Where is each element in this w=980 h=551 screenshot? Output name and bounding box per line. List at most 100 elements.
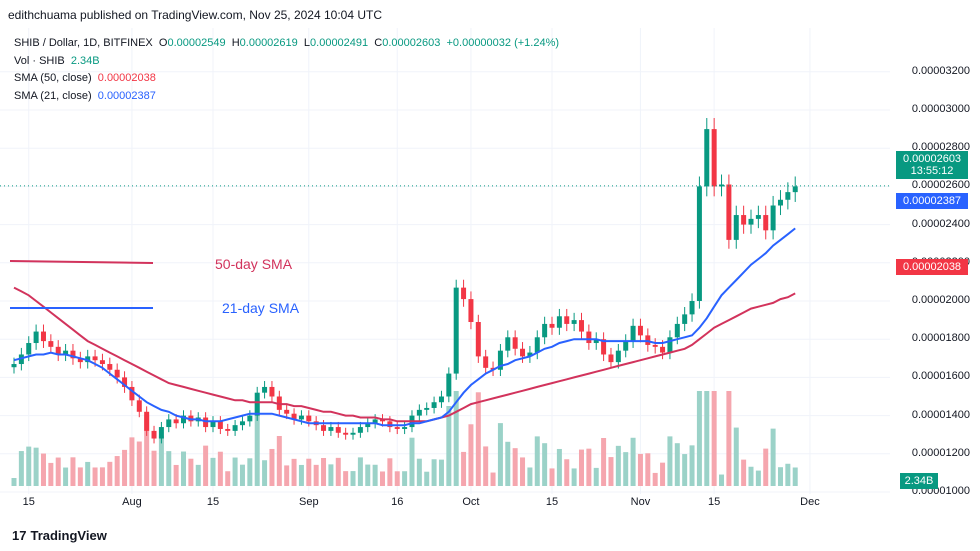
volume-bar [210,457,216,486]
volume-bar [225,471,231,486]
time-tick-label: 15 [206,496,220,508]
candle-body [763,215,769,231]
candle-body [350,432,356,435]
volume-bar [321,458,327,486]
low-value: 0.00002491 [310,37,369,49]
candle-body [652,344,658,347]
candle-body [416,409,422,416]
volume-bar [497,423,503,486]
candle-body [512,337,518,349]
volume-bar [276,436,282,486]
volume-bar [188,458,194,486]
candle-body [372,419,378,424]
volume-bar [468,424,474,486]
volume-bar [232,457,238,486]
candle-body [770,205,776,231]
candle-body [564,316,570,324]
candle-body [129,386,135,401]
sma21-price-tag: 0.00002387 [896,193,968,209]
volume-bar [645,453,651,486]
candle-body [151,430,157,439]
volume-bar [247,458,253,486]
volume-bar [380,471,385,486]
volume-bar [350,471,356,486]
candle-body [615,350,621,363]
volume-bar [269,448,275,486]
price-tick-label: 0.00003200 [911,64,970,77]
price-tick-label: 0.00002400 [911,217,970,230]
candle-body [483,356,489,368]
volume-bar [674,443,680,486]
candle-body [63,350,69,355]
open-label: O [158,37,168,49]
volume-bar [18,451,24,486]
legend-sma21-row[interactable]: SMA (21, close) 0.00002387 [14,88,559,106]
candle-body [733,215,739,240]
volume-bar [527,467,533,486]
candle-body [667,337,673,353]
volume-bar [99,467,105,486]
last-price-value: 0.00002603 [902,153,962,165]
volume-bar [586,448,592,486]
time-tick-label: Oct [462,496,480,508]
candle-body [394,427,400,429]
legend-sma50-row[interactable]: SMA (50, close) 0.00002038 [14,70,559,88]
candle-body [328,427,334,431]
volume-bar [453,391,459,486]
candle-body [225,428,231,431]
candle-body [122,377,128,387]
candle-body [637,325,643,336]
candle-body [453,287,459,374]
time-tick-label: Nov [630,496,651,508]
candle-body [114,369,120,378]
time-tick-label: Dec [800,496,820,508]
candle-body [217,421,223,429]
volume-bar [394,471,400,486]
candle-body [542,323,548,338]
volume-bar [55,457,61,486]
volume-bar [239,464,245,486]
volume-bar [365,464,371,486]
volume-bar [85,461,91,486]
candle-body [11,364,17,368]
volume-bar [63,467,69,486]
volume-bar [792,467,798,486]
change-value: +0.00000032 (+1.24%) [446,37,560,49]
price-tick-label: 0.00001600 [911,370,970,383]
volume-bar [505,441,511,486]
volume-bar [431,459,437,486]
candle-body [571,320,577,324]
candle-body [181,415,187,424]
volume-bar [114,456,120,486]
volume-bar [402,471,408,486]
open-value: 0.00002549 [167,37,226,49]
volume-bar [107,461,113,486]
volume-bar [328,464,334,486]
time-axis[interactable]: 15 Aug 15 Sep 16 Oct 15 Nov 15 Dec [0,496,890,512]
volume-bar [48,462,54,486]
candle-body [343,432,349,435]
tradingview-footer[interactable]: 17 TradingView [12,528,107,543]
time-tick-label: Aug [122,496,142,508]
candle-body [26,343,32,355]
candle-body [785,192,791,200]
candle-body [291,413,297,420]
price-tick-label: 0.00003000 [911,103,970,115]
volume-bar [203,445,209,486]
sma50-price-tag: 0.00002038 [896,259,968,275]
volume-bar [70,457,76,486]
candle-body [601,339,607,355]
close-value: 0.00002603 [382,37,441,49]
volume-bar [564,459,570,486]
volume-bar [357,457,363,486]
time-tick-label: 15 [708,496,721,508]
price-chart[interactable] [0,28,890,494]
volume-bar [711,391,717,486]
candle-body [755,215,761,219]
symbol-label[interactable]: SHIB / Dollar, 1D, BITFINEX [14,37,153,49]
legend-volume-row[interactable]: Vol · SHIB 2.34B [14,53,559,71]
candle-body [254,392,260,416]
candle-body [623,341,629,351]
candle-body [144,411,150,431]
candle-body [431,402,437,408]
